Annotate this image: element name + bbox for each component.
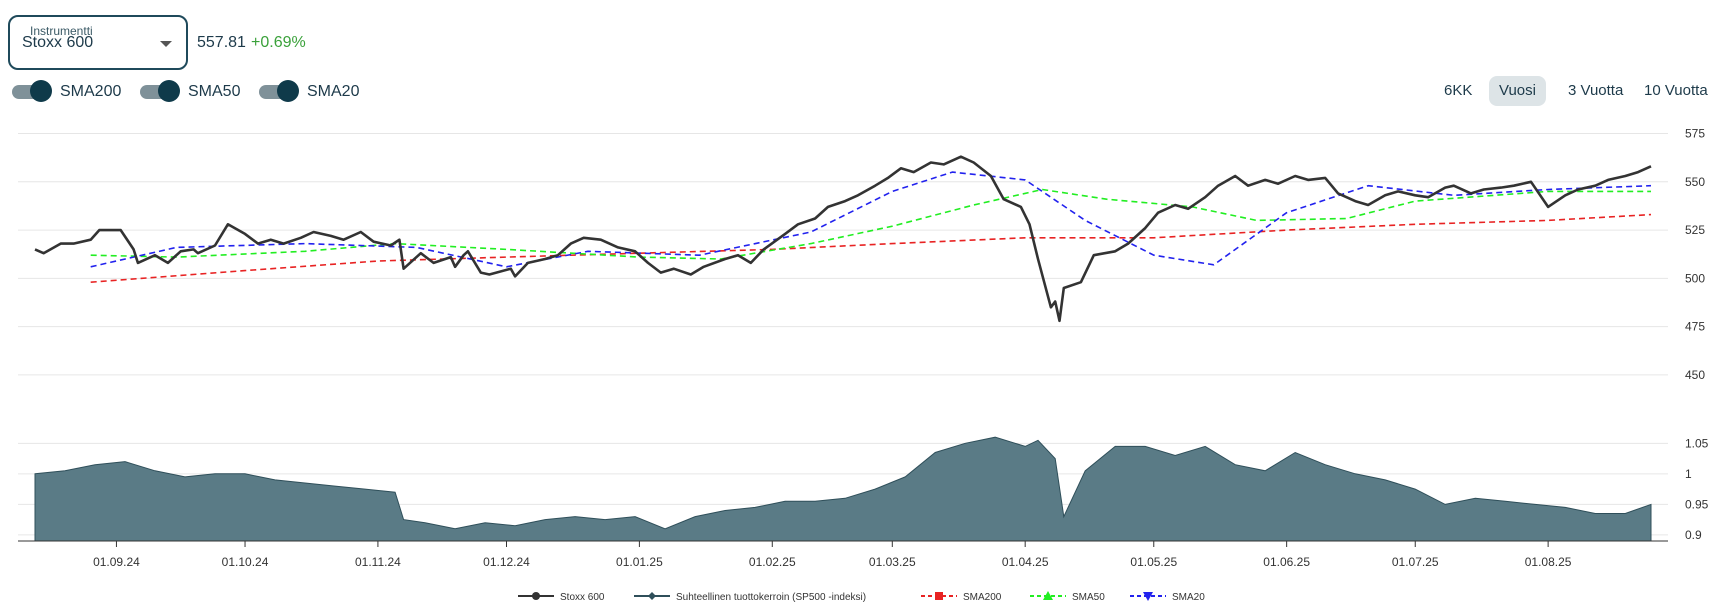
legend-item: Stoxx 600 bbox=[518, 592, 605, 603]
range-button-3-vuotta[interactable]: 3 Vuotta bbox=[1568, 82, 1624, 99]
ratio-area-series bbox=[34, 436, 1652, 542]
series-line-sma20 bbox=[90, 171, 1652, 268]
range-button-10-vuotta[interactable]: 10 Vuotta bbox=[1644, 82, 1708, 99]
price-series bbox=[34, 155, 1652, 323]
legend-marker-square bbox=[935, 592, 943, 600]
legend-marker-triangle-down bbox=[1143, 592, 1153, 601]
range-button-6kk[interactable]: 6KK bbox=[1444, 82, 1473, 99]
x-tick-label: 01.12.24 bbox=[483, 555, 530, 569]
legend-marker-diamond bbox=[648, 592, 656, 600]
legend-item: Suhteellinen tuottokerroin (SP500 -indek… bbox=[634, 592, 866, 603]
legend-label: SMA50 bbox=[1072, 592, 1105, 603]
ratio-y-tick-label: 1.05 bbox=[1685, 436, 1709, 450]
toggle-knob[interactable] bbox=[158, 80, 180, 102]
x-tick-label: 01.10.24 bbox=[222, 555, 269, 569]
legend-label: SMA200 bbox=[963, 592, 1002, 603]
sma50-toggle-label: SMA50 bbox=[188, 83, 241, 100]
toggle-knob[interactable] bbox=[30, 80, 52, 102]
series-line-sma200 bbox=[90, 213, 1652, 283]
instrument-legend: Instrumentti bbox=[26, 24, 97, 38]
range-button-vuosi[interactable]: Vuosi bbox=[1489, 76, 1546, 106]
chevron-down-icon[interactable] bbox=[160, 41, 172, 47]
x-tick-label: 01.07.25 bbox=[1392, 555, 1439, 569]
sma200-toggle[interactable]: SMA200 bbox=[12, 80, 121, 104]
y-tick-label: 550 bbox=[1685, 175, 1705, 189]
toggle-track[interactable] bbox=[140, 80, 180, 102]
x-tick-label: 01.03.25 bbox=[869, 555, 916, 569]
sma200-toggle-label: SMA200 bbox=[60, 83, 122, 100]
series-line-sma50 bbox=[90, 188, 1651, 260]
sma20-toggle[interactable]: SMA20 bbox=[259, 80, 359, 104]
legend-item: SMA50 bbox=[1030, 591, 1105, 603]
instrument-select[interactable]: Instrumentti Stoxx 600 bbox=[8, 15, 188, 70]
ratio-area bbox=[34, 436, 1652, 542]
x-tick-label: 01.02.25 bbox=[749, 555, 796, 569]
legend-label: SMA20 bbox=[1172, 592, 1205, 603]
y-tick-label: 475 bbox=[1685, 320, 1705, 334]
instrument-change: +0.69% bbox=[251, 34, 306, 51]
legend-item: SMA200 bbox=[921, 592, 1002, 603]
x-tick-label: 01.06.25 bbox=[1263, 555, 1310, 569]
ratio-y-tick-label: 1 bbox=[1685, 467, 1692, 481]
price-gridlines bbox=[18, 133, 1668, 376]
legend-marker-circle bbox=[532, 592, 540, 600]
x-tick-label: 01.09.24 bbox=[93, 555, 140, 569]
series-line-stoxx-600 bbox=[34, 155, 1652, 323]
toggle-track[interactable] bbox=[259, 80, 299, 102]
ratio-y-tick-label: 0.9 bbox=[1685, 528, 1702, 542]
x-tick-label: 01.11.24 bbox=[355, 555, 401, 569]
x-axis: 01.09.24 01.10.24 01.11.24 01.12.24 01.01.25… bbox=[18, 540, 1668, 569]
x-tick-label: 01.04.25 bbox=[1002, 555, 1049, 569]
sma50-toggle[interactable]: SMA50 bbox=[140, 80, 240, 104]
x-tick-label: 01.08.25 bbox=[1525, 555, 1572, 569]
legend-label: Suhteellinen tuottokerroin (SP500 -indek… bbox=[676, 592, 866, 603]
instrument-value: Stoxx 600 bbox=[22, 34, 94, 51]
y-tick-label: 575 bbox=[1685, 127, 1705, 141]
y-tick-label: 450 bbox=[1685, 368, 1705, 382]
x-tick-label: 01.05.25 bbox=[1130, 555, 1177, 569]
toggle-track[interactable] bbox=[12, 80, 52, 102]
toggle-knob[interactable] bbox=[277, 80, 299, 102]
instrument-price: 557.81 bbox=[197, 34, 246, 51]
y-tick-label: 500 bbox=[1685, 271, 1705, 285]
x-tick-label: 01.01.25 bbox=[616, 555, 663, 569]
sma20-toggle-label: SMA20 bbox=[307, 83, 360, 100]
legend-marker-triangle bbox=[1043, 591, 1053, 600]
legend-label: Stoxx 600 bbox=[560, 592, 605, 603]
y-tick-label: 525 bbox=[1685, 223, 1705, 237]
y-axis-ticks: 450 475 500 525 550 575 0.9 0.95 1 1.05 bbox=[1685, 127, 1709, 542]
chart-legend: Stoxx 600 Suhteellinen tuottokerroin (SP5… bbox=[518, 591, 1205, 603]
ratio-y-tick-label: 0.95 bbox=[1685, 497, 1709, 511]
legend-item: SMA20 bbox=[1130, 592, 1205, 603]
